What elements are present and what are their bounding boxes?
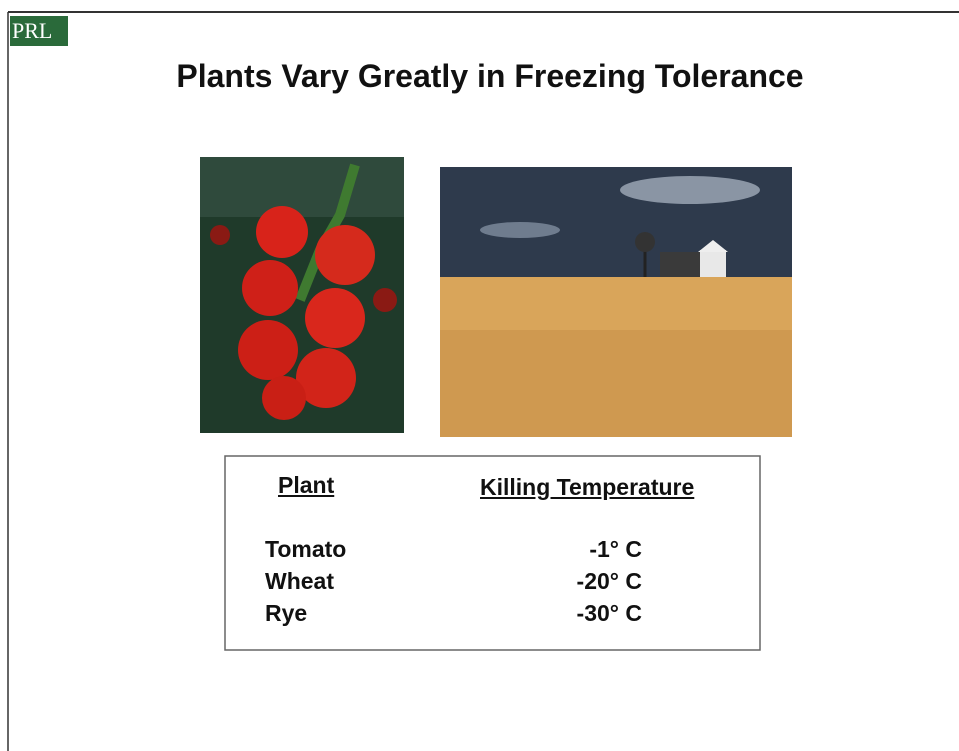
killing-temperature: -1° C	[500, 536, 642, 563]
killing-temperature: -20° C	[500, 568, 642, 595]
logo: PRL	[12, 18, 52, 44]
tomato-photo	[200, 157, 404, 433]
killing-temperature: -30° C	[500, 600, 642, 627]
slide: PRL Plants Vary Greatly in Freezing Tole…	[0, 0, 959, 751]
plant-name: Rye	[265, 600, 307, 627]
slide-art	[0, 0, 959, 751]
wheat-field-photo	[440, 167, 792, 437]
column-header: Plant	[278, 472, 334, 499]
slide-title: Plants Vary Greatly in Freezing Toleranc…	[0, 58, 959, 95]
plant-name: Tomato	[265, 536, 346, 563]
column-header: Killing Temperature	[480, 474, 694, 501]
plant-name: Wheat	[265, 568, 334, 595]
